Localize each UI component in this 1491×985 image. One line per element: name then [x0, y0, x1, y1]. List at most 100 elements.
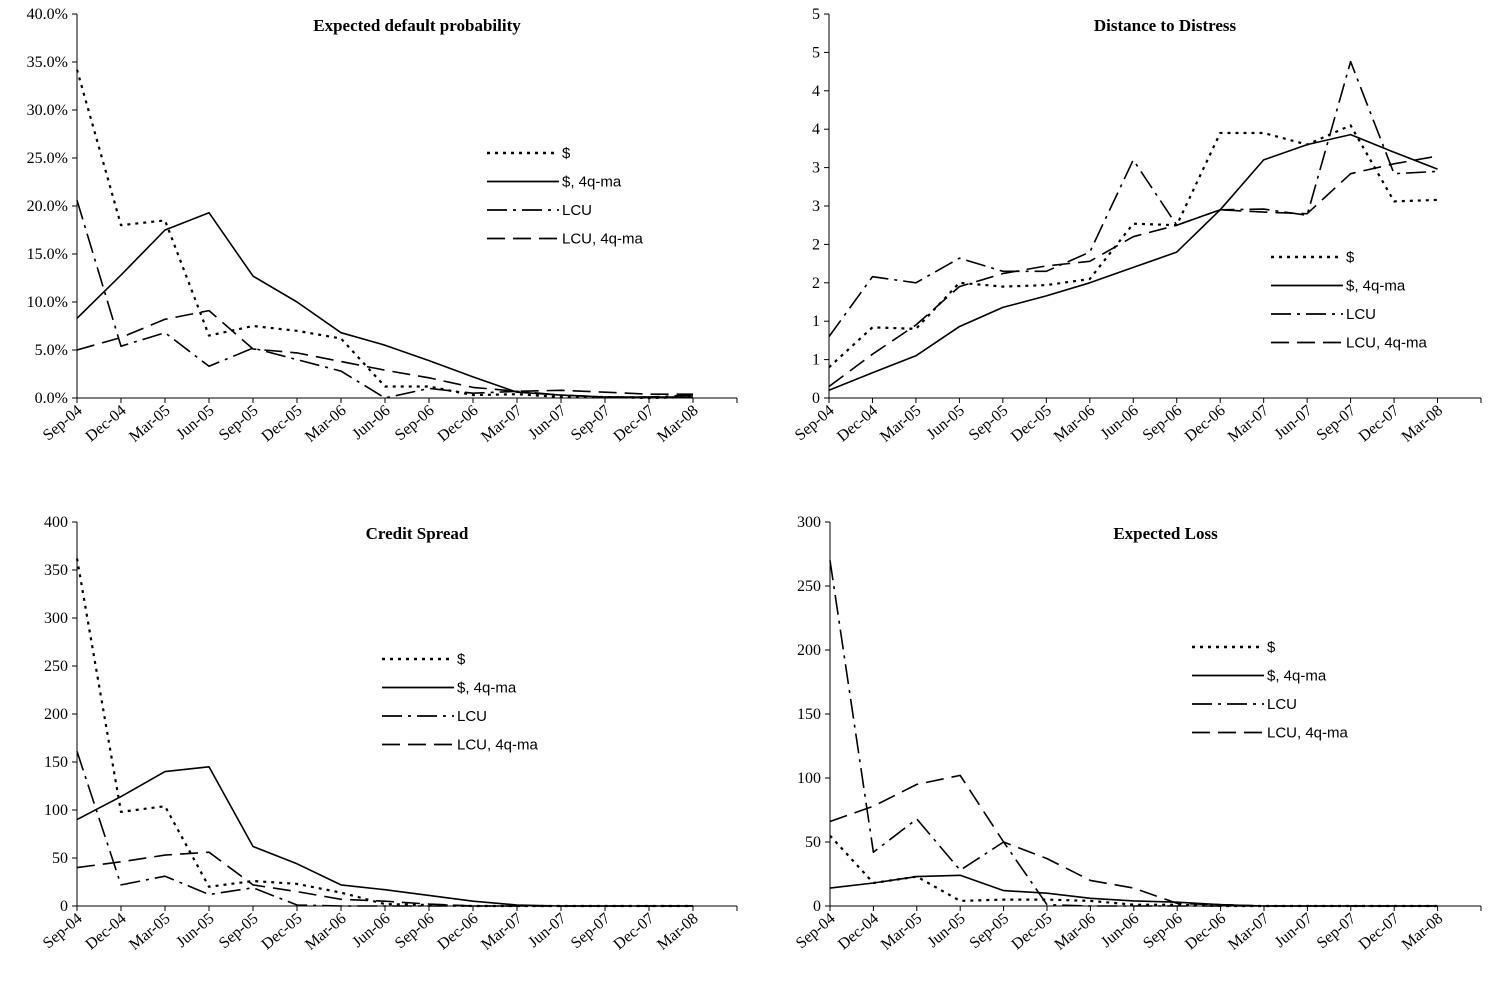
y-tick-label: 4	[812, 83, 820, 100]
expected-default-probability-chart: Expected default probability 0.0% 5.0% 10.0…	[27, 6, 738, 446]
x-tick-label: Mar-07	[478, 910, 525, 954]
series-line-usd	[75, 69, 694, 400]
x-tick-label: Dec-07	[1356, 402, 1403, 445]
y-tick-label: 100	[44, 802, 68, 819]
series-line-lcu	[76, 751, 693, 907]
x-tick-label: Jun-06	[349, 402, 393, 443]
legend-label: $, 4q-ma	[457, 680, 517, 697]
y-tick-label: 50	[805, 834, 821, 851]
x-tick-label: Dec-05	[1008, 402, 1055, 445]
series-line-lcu-4q-ma	[829, 774, 1438, 907]
x-tick-label: Jun-05	[173, 402, 217, 443]
y-tick-label: 2	[812, 275, 820, 292]
y-tick-label: 30.0%	[27, 102, 68, 119]
series-line-lcu-4q-ma	[828, 155, 1438, 388]
x-tick-label: Mar-05	[126, 402, 173, 446]
x-tick-label: Sep-06	[392, 910, 438, 952]
y-tick-label: 300	[44, 610, 68, 627]
x-tick-label: Jun-06	[349, 910, 393, 951]
x-tick-label: Sep-07	[568, 910, 614, 952]
x-tick-label: Dec-07	[1356, 910, 1403, 953]
legend-label: LCU	[1346, 306, 1376, 323]
x-tick-label: Mar-08	[1399, 910, 1446, 954]
y-tick-label: 35.0%	[27, 54, 68, 71]
x-tick-label: Mar-06	[302, 402, 349, 446]
y-tick-label: 0	[813, 898, 821, 915]
x-tick-label: Mar-05	[877, 402, 924, 446]
y-tick-label: 4	[812, 121, 820, 138]
x-tick-label: Sep-05	[966, 402, 1012, 444]
legend-label: LCU	[457, 708, 487, 725]
y-tick-label: 40.0%	[27, 6, 68, 23]
legend-label: $, 4q-ma	[1346, 278, 1406, 295]
x-tick-label: Mar-05	[878, 910, 925, 954]
legend-label: LCU, 4q-ma	[457, 737, 539, 754]
series-line-usd-4q-ma	[828, 133, 1438, 392]
y-tick-label: 3	[812, 198, 820, 215]
y-tick-label: 10.0%	[27, 294, 68, 311]
y-tick-label: 50	[52, 850, 68, 867]
legend-label: LCU	[562, 202, 592, 219]
series-line-lcu	[829, 560, 1438, 907]
series-line-usd	[828, 124, 1438, 369]
x-tick-label: Sep-04	[40, 910, 86, 952]
x-tick-label: Dec-04	[83, 910, 130, 953]
y-tick-label: 15.0%	[27, 246, 68, 263]
x-tick-label: Dec-05	[1009, 910, 1056, 953]
x-tick-label: Sep-05	[967, 910, 1013, 952]
y-tick-label: 0	[812, 390, 820, 407]
y-tick-label: 0	[60, 898, 68, 915]
x-tick-label: Sep-05	[216, 910, 262, 952]
x-tick-label: Mar-07	[1225, 910, 1272, 954]
y-tick-label: 5	[812, 44, 820, 61]
y-tick-label: 400	[44, 514, 68, 531]
chart-title: Credit Spread	[366, 524, 469, 543]
x-tick-label: Jun-05	[924, 402, 968, 443]
x-tick-label: Dec-06	[435, 402, 482, 445]
y-tick-label: 150	[44, 754, 68, 771]
series-line-lcu	[828, 60, 1438, 338]
x-tick-label: Jun-07	[525, 402, 569, 443]
x-tick-label: Dec-04	[835, 910, 882, 953]
x-tick-label: Dec-06	[1182, 402, 1229, 445]
x-tick-label: Mar-06	[302, 910, 349, 954]
x-tick-label: Mar-07	[1225, 402, 1272, 446]
y-tick-label: 250	[44, 658, 68, 675]
legend-label: $, 4q-ma	[1267, 668, 1327, 685]
chart-title: Expected Loss	[1113, 524, 1218, 543]
x-tick-label: Sep-05	[216, 402, 262, 444]
x-tick-label: Mar-07	[478, 402, 525, 446]
legend-label: $	[1346, 249, 1355, 266]
x-tick-label: Dec-05	[259, 402, 306, 445]
legend-label: $	[1267, 639, 1276, 656]
legend-label: LCU, 4q-ma	[1346, 335, 1428, 352]
x-tick-label: Dec-07	[611, 910, 658, 953]
legend-label: $	[457, 651, 466, 668]
legend-label: $, 4q-ma	[562, 174, 622, 191]
series-line-usd-4q-ma	[76, 211, 693, 398]
y-tick-label: 20.0%	[27, 198, 68, 215]
legend-label: $	[562, 145, 571, 162]
legend-label: LCU, 4q-ma	[562, 231, 644, 248]
x-tick-label: Dec-06	[435, 910, 482, 953]
y-tick-label: 5.0%	[35, 342, 68, 359]
y-tick-label: 25.0%	[27, 150, 68, 167]
x-tick-label: Jun-05	[173, 910, 217, 951]
x-tick-label: Mar-06	[1051, 402, 1098, 446]
x-tick-label: Dec-04	[83, 402, 130, 445]
y-tick-label: 100	[797, 770, 821, 787]
series-line-usd-4q-ma	[76, 765, 693, 907]
series-line-usd	[829, 834, 1438, 908]
legend-label: LCU	[1267, 696, 1297, 713]
x-tick-label: Sep-07	[1314, 402, 1360, 444]
x-tick-label: Jun-07	[1271, 402, 1315, 443]
x-tick-label: Mar-08	[654, 910, 701, 954]
y-tick-label: 200	[44, 706, 68, 723]
x-tick-label: Sep-07	[568, 402, 614, 444]
x-tick-label: Jun-07	[525, 910, 569, 951]
expected-loss-chart: Expected Loss050100150200250300Sep-04Dec…	[793, 514, 1482, 954]
legend-label: LCU, 4q-ma	[1267, 725, 1349, 742]
y-tick-label: 150	[797, 706, 821, 723]
y-tick-label: 5	[812, 6, 820, 23]
series-line-lcu-4q-ma	[76, 309, 693, 396]
